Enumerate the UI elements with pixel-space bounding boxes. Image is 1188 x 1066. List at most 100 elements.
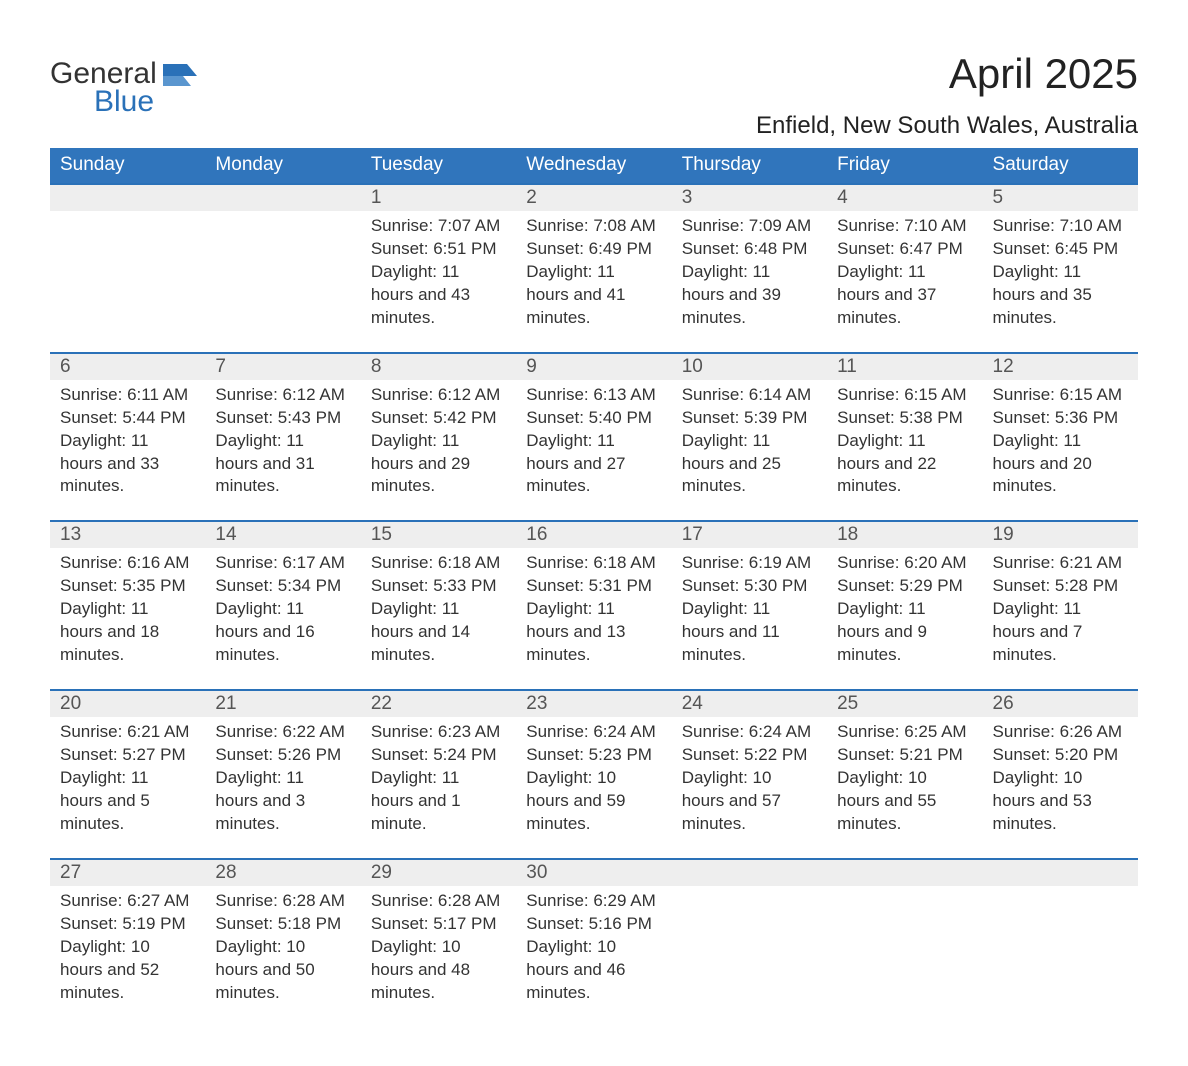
day-detail-cell: Sunrise: 6:14 AMSunset: 5:39 PMDaylight:…: [672, 380, 827, 521]
day-number-cell: 5: [983, 183, 1138, 211]
daylight-text: Daylight: 10 hours and 57 minutes.: [682, 767, 817, 836]
day-detail-cell: Sunrise: 6:29 AMSunset: 5:16 PMDaylight:…: [516, 886, 671, 1027]
sunset-text: Sunset: 5:28 PM: [993, 575, 1128, 598]
sunrise-text: Sunrise: 6:12 AM: [215, 384, 350, 407]
daylight-text: Daylight: 10 hours and 50 minutes.: [215, 936, 350, 1005]
weekday-header: Saturday: [983, 148, 1138, 183]
daylight-text: Daylight: 11 hours and 13 minutes.: [526, 598, 661, 667]
day-detail-cell: [983, 886, 1138, 1027]
daylight-text: Daylight: 10 hours and 53 minutes.: [993, 767, 1128, 836]
daylight-text: Daylight: 11 hours and 11 minutes.: [682, 598, 817, 667]
day-number-cell: 14: [205, 520, 360, 548]
sunrise-text: Sunrise: 6:24 AM: [682, 721, 817, 744]
daylight-text: Daylight: 11 hours and 25 minutes.: [682, 430, 817, 499]
sunset-text: Sunset: 5:30 PM: [682, 575, 817, 598]
sunset-text: Sunset: 6:49 PM: [526, 238, 661, 261]
sunrise-text: Sunrise: 6:20 AM: [837, 552, 972, 575]
daylight-text: Daylight: 11 hours and 22 minutes.: [837, 430, 972, 499]
sunrise-text: Sunrise: 6:25 AM: [837, 721, 972, 744]
daylight-text: Daylight: 10 hours and 46 minutes.: [526, 936, 661, 1005]
daylight-text: Daylight: 10 hours and 48 minutes.: [371, 936, 506, 1005]
daylight-text: Daylight: 11 hours and 33 minutes.: [60, 430, 195, 499]
sunrise-text: Sunrise: 6:11 AM: [60, 384, 195, 407]
sunrise-text: Sunrise: 6:27 AM: [60, 890, 195, 913]
daylight-text: Daylight: 11 hours and 41 minutes.: [526, 261, 661, 330]
daylight-text: Daylight: 11 hours and 9 minutes.: [837, 598, 972, 667]
sunrise-text: Sunrise: 6:15 AM: [993, 384, 1128, 407]
day-detail-cell: Sunrise: 6:23 AMSunset: 5:24 PMDaylight:…: [361, 717, 516, 858]
sunset-text: Sunset: 6:47 PM: [837, 238, 972, 261]
day-number-cell: 28: [205, 858, 360, 886]
day-number-cell: 22: [361, 689, 516, 717]
day-number-cell: 26: [983, 689, 1138, 717]
weekday-header: Friday: [827, 148, 982, 183]
daylight-text: Daylight: 11 hours and 5 minutes.: [60, 767, 195, 836]
day-number-cell: 2: [516, 183, 671, 211]
day-number-cell: [50, 183, 205, 211]
day-number-cell: [672, 858, 827, 886]
day-detail-cell: Sunrise: 7:10 AMSunset: 6:45 PMDaylight:…: [983, 211, 1138, 352]
day-detail-cell: Sunrise: 6:28 AMSunset: 5:18 PMDaylight:…: [205, 886, 360, 1027]
sunset-text: Sunset: 5:43 PM: [215, 407, 350, 430]
brand-logo: General Blue: [50, 50, 197, 117]
sunset-text: Sunset: 5:40 PM: [526, 407, 661, 430]
sunset-text: Sunset: 5:34 PM: [215, 575, 350, 598]
daylight-text: Daylight: 11 hours and 29 minutes.: [371, 430, 506, 499]
weekday-header-row: SundayMondayTuesdayWednesdayThursdayFrid…: [50, 148, 1138, 183]
daylight-text: Daylight: 11 hours and 43 minutes.: [371, 261, 506, 330]
sunset-text: Sunset: 5:27 PM: [60, 744, 195, 767]
sunrise-text: Sunrise: 6:14 AM: [682, 384, 817, 407]
day-number-cell: 30: [516, 858, 671, 886]
sunset-text: Sunset: 5:33 PM: [371, 575, 506, 598]
weekday-header: Wednesday: [516, 148, 671, 183]
location-label: Enfield, New South Wales, Australia: [756, 112, 1138, 140]
day-number-cell: 3: [672, 183, 827, 211]
weekday-header: Thursday: [672, 148, 827, 183]
day-detail-cell: Sunrise: 7:10 AMSunset: 6:47 PMDaylight:…: [827, 211, 982, 352]
day-detail-cell: Sunrise: 6:12 AMSunset: 5:43 PMDaylight:…: [205, 380, 360, 521]
day-number-cell: 25: [827, 689, 982, 717]
day-detail-cell: Sunrise: 7:09 AMSunset: 6:48 PMDaylight:…: [672, 211, 827, 352]
day-number-cell: 6: [50, 352, 205, 380]
sunrise-text: Sunrise: 6:28 AM: [371, 890, 506, 913]
day-number-cell: 17: [672, 520, 827, 548]
sunset-text: Sunset: 6:45 PM: [993, 238, 1128, 261]
calendar-page: General Blue April 2025 Enfield, New Sou…: [0, 0, 1188, 1066]
day-number-cell: 8: [361, 352, 516, 380]
day-detail-cell: Sunrise: 6:24 AMSunset: 5:23 PMDaylight:…: [516, 717, 671, 858]
day-detail-cell: Sunrise: 6:27 AMSunset: 5:19 PMDaylight:…: [50, 886, 205, 1027]
sunset-text: Sunset: 5:22 PM: [682, 744, 817, 767]
day-detail-cell: Sunrise: 6:24 AMSunset: 5:22 PMDaylight:…: [672, 717, 827, 858]
sunrise-text: Sunrise: 6:19 AM: [682, 552, 817, 575]
sunrise-text: Sunrise: 6:22 AM: [215, 721, 350, 744]
sunrise-text: Sunrise: 6:29 AM: [526, 890, 661, 913]
sunrise-text: Sunrise: 6:17 AM: [215, 552, 350, 575]
detail-row: Sunrise: 6:27 AMSunset: 5:19 PM Daylight:…: [50, 886, 1138, 1027]
day-number-cell: [983, 858, 1138, 886]
day-number-cell: 7: [205, 352, 360, 380]
sunset-text: Sunset: 5:36 PM: [993, 407, 1128, 430]
day-number-cell: 27: [50, 858, 205, 886]
title-block: April 2025 Enfield, New South Wales, Aus…: [756, 50, 1138, 140]
sunrise-text: Sunrise: 6:24 AM: [526, 721, 661, 744]
day-detail-cell: Sunrise: 6:18 AMSunset: 5:31 PMDaylight:…: [516, 548, 671, 689]
day-detail-cell: Sunrise: 6:18 AMSunset: 5:33 PMDaylight:…: [361, 548, 516, 689]
sunset-text: Sunset: 5:20 PM: [993, 744, 1128, 767]
sunset-text: Sunset: 5:26 PM: [215, 744, 350, 767]
daynum-row: 6789101112: [50, 352, 1138, 380]
sunset-text: Sunset: 5:29 PM: [837, 575, 972, 598]
day-detail-cell: [827, 886, 982, 1027]
day-detail-cell: Sunrise: 6:25 AMSunset: 5:21 PMDaylight:…: [827, 717, 982, 858]
calendar-table: SundayMondayTuesdayWednesdayThursdayFrid…: [50, 148, 1138, 1026]
day-number-cell: 13: [50, 520, 205, 548]
daylight-text: Daylight: 11 hours and 7 minutes.: [993, 598, 1128, 667]
day-detail-cell: Sunrise: 6:21 AMSunset: 5:28 PMDaylight:…: [983, 548, 1138, 689]
sunrise-text: Sunrise: 6:13 AM: [526, 384, 661, 407]
daylight-text: Daylight: 11 hours and 16 minutes.: [215, 598, 350, 667]
day-number-cell: 9: [516, 352, 671, 380]
sunset-text: Sunset: 5:18 PM: [215, 913, 350, 936]
sunrise-text: Sunrise: 6:26 AM: [993, 721, 1128, 744]
detail-row: Sunrise: 6:21 AMSunset: 5:27 PMDaylight:…: [50, 717, 1138, 858]
sunset-text: Sunset: 5:19 PM: [60, 913, 195, 936]
day-number-cell: 21: [205, 689, 360, 717]
